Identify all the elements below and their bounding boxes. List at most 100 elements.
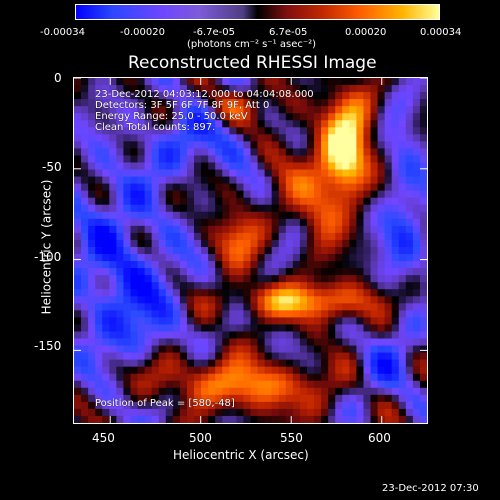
heatmap-cell [250,141,259,149]
heatmap-cell [356,78,364,86]
heatmap-cell [179,408,188,417]
heatmap-cell [278,169,287,178]
heatmap-cell [299,296,308,304]
heatmap-cell [102,106,110,114]
heatmap-cell [257,366,266,375]
heatmap-cell [88,394,96,403]
heatmap-cell [236,352,244,361]
heatmap-cell [81,176,89,185]
heatmap-cell [208,261,216,269]
heatmap-cell [236,380,244,389]
heatmap-cell [285,106,294,114]
heatmap-cell [144,134,153,142]
heatmap-cell [201,197,209,206]
heatmap-cell [165,204,174,213]
heatmap-cell [384,324,393,332]
heatmap-cell [81,127,89,135]
heatmap-cell [398,169,407,178]
heatmap-cell [158,303,167,311]
heatmap-cell [137,338,146,347]
heatmap-cell [292,415,301,423]
heatmap-cell [306,197,315,206]
heatmap-cell [384,218,393,227]
heatmap-cell [81,218,89,227]
heatmap-cell [215,387,223,396]
heatmap-cell [102,225,110,234]
heatmap-cell [292,78,301,86]
heatmap-cell [74,408,82,417]
heatmap-cell [405,401,414,410]
heatmap-cell [292,204,301,213]
heatmap-cell [405,239,414,248]
heatmap-cell [342,338,350,347]
heatmap-cell [151,106,160,114]
heatmap-cell [201,387,209,396]
heatmap-cell [137,148,146,156]
heatmap-cell [194,373,202,382]
heatmap-cell [306,92,315,100]
heatmap-cell [158,261,167,269]
heatmap-cell [349,78,357,86]
heatmap-cell [130,211,139,220]
heatmap-cell [222,78,230,86]
heatmap-cell [335,415,343,423]
heatmap-cell [271,303,280,311]
heatmap-cell [328,113,336,121]
heatmap-cell [405,352,414,361]
heatmap-cell [88,387,96,396]
heatmap-cell [208,106,216,114]
heatmap-cell [116,92,124,100]
heatmap-cell [398,261,407,269]
heatmap-cell [116,155,124,163]
heatmap-cell [151,169,160,178]
heatmap-cell [151,373,160,382]
heatmap-cell [102,218,110,227]
colorbar-tick-5: 0.00020 [345,27,387,38]
heatmap-cell [356,113,364,121]
heatmap-cell [144,275,153,283]
heatmap-cell [116,99,124,107]
heatmap-cell [257,113,266,121]
heatmap-cell [222,310,230,318]
heatmap-cell [201,155,209,163]
heatmap-cell [335,204,343,213]
heatmap-cell [342,176,350,185]
heatmap-cell [130,331,139,340]
heatmap-cell [342,324,350,332]
heatmap-cell [398,401,407,410]
heatmap-cell [349,92,357,100]
heatmap-cell [250,394,259,403]
heatmap-cell [278,310,287,318]
heatmap-cell [165,197,174,206]
heatmap-cell [109,113,117,121]
heatmap-cell [250,303,259,311]
heatmap-cell [102,352,110,361]
heatmap-cell [342,141,350,149]
heatmap-cell [109,401,117,410]
heatmap-cell [377,113,386,121]
heatmap-cell [102,246,110,255]
heatmap-cell [95,211,103,220]
heatmap-cell [384,106,393,114]
heatmap-cell [391,415,400,423]
heatmap-cell [158,197,167,206]
heatmap-cell [208,190,216,199]
heatmap-cell [123,134,131,142]
heatmap-cell [158,373,167,382]
heatmap-cell [179,99,188,107]
heatmap-cell [342,268,350,276]
heatmap-cell [158,183,167,192]
heatmap-cell [405,345,414,354]
heatmap-cell [292,387,301,396]
heatmap-cell [194,148,202,156]
heatmap-cell [377,394,386,403]
heatmap-cell [144,415,153,423]
heatmap-cell [81,239,89,248]
heatmap-cell [356,380,364,389]
heatmap-cell [278,338,287,347]
heatmap-cell [179,78,188,86]
heatmap-cell [95,394,103,403]
heatmap-cell [179,211,188,220]
heatmap-cell [264,127,273,135]
heatmap-cell [144,183,153,192]
